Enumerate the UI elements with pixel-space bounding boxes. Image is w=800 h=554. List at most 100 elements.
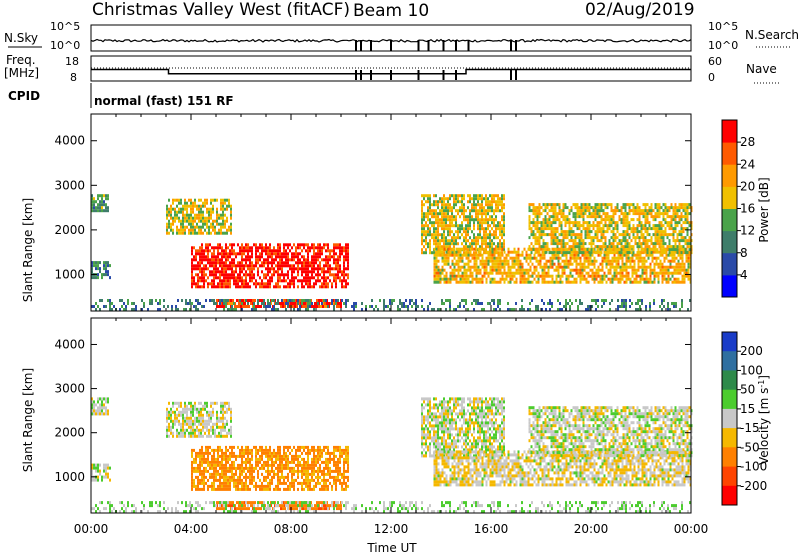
heatmap-cell <box>562 248 565 252</box>
heatmap-cell <box>299 305 301 308</box>
heatmap-cell <box>615 274 618 278</box>
heatmap-cell <box>309 264 311 268</box>
heatmap-cell <box>305 273 307 277</box>
heatmap-cell <box>669 265 672 269</box>
heatmap-cell <box>97 203 99 207</box>
heatmap-cell <box>499 239 501 243</box>
heatmap-cell <box>317 243 319 247</box>
heatmap-cell <box>251 279 253 283</box>
heatmap-cell <box>255 246 257 250</box>
heatmap-cell <box>658 209 661 213</box>
heatmap-cell <box>273 270 275 274</box>
heatmap-cell <box>586 221 589 225</box>
heatmap-cell <box>333 276 335 280</box>
heatmap-cell <box>209 243 211 247</box>
heatmap-cell <box>626 212 629 216</box>
heatmap-cell <box>295 246 297 250</box>
heatmap-cell <box>564 215 567 219</box>
heatmap-cell <box>210 413 212 417</box>
heatmap-cell <box>552 248 555 252</box>
heatmap-cell <box>546 224 549 228</box>
heatmap-cell <box>489 253 492 257</box>
heatmap-cell <box>613 274 616 278</box>
heatmap-cell <box>521 305 523 308</box>
heatmap-cell <box>656 224 659 228</box>
heatmap-cell <box>481 194 483 198</box>
heatmap-cell <box>190 410 192 414</box>
heatmap-cell <box>453 256 456 260</box>
heatmap-cell <box>613 265 616 269</box>
heatmap-cell <box>186 204 188 208</box>
heatmap-cell <box>619 271 622 275</box>
heatmap-cell <box>545 274 548 278</box>
heatmap-cell <box>225 273 227 277</box>
heatmap-cell <box>186 413 188 417</box>
heatmap-cell <box>97 412 99 416</box>
heatmap-cell <box>581 302 583 305</box>
heatmap-cell <box>189 299 191 302</box>
heatmap-cell <box>311 246 313 250</box>
heatmap-cell <box>569 280 572 284</box>
heatmap-cell <box>228 407 230 411</box>
heatmap-cell <box>107 264 109 268</box>
heatmap-cell <box>226 198 228 202</box>
heatmap-cell <box>521 265 524 269</box>
heatmap-cell <box>339 243 341 247</box>
heatmap-cell <box>205 264 207 268</box>
heatmap-cell <box>297 255 299 259</box>
heatmap-cell <box>323 273 325 277</box>
heatmap-cell <box>194 204 196 208</box>
heatmap-cell <box>620 248 623 252</box>
heatmap-cell <box>204 216 206 220</box>
heatmap-cell <box>680 248 683 252</box>
heatmap-cell <box>673 256 676 260</box>
heatmap-cell <box>455 259 458 263</box>
heatmap-cell <box>617 262 620 266</box>
heatmap-cell <box>489 302 491 305</box>
heatmap-cell <box>439 218 441 222</box>
heatmap-cell <box>477 203 479 207</box>
heatmap-cell <box>198 419 200 423</box>
heatmap-cell <box>93 203 95 207</box>
heatmap-cell <box>341 249 343 253</box>
heatmap-cell <box>558 233 561 237</box>
heatmap-cell <box>574 233 577 237</box>
heatmap-cell <box>608 203 611 207</box>
heatmap-cell <box>461 200 463 204</box>
heatmap-cell <box>228 228 230 232</box>
heatmap-cell <box>554 248 557 252</box>
heatmap-cell <box>558 206 561 210</box>
heatmap-cell <box>485 218 487 222</box>
heatmap-cell <box>186 416 188 420</box>
heatmap-cell <box>445 209 447 213</box>
heatmap-cell <box>614 248 617 252</box>
heatmap-cell <box>435 265 438 269</box>
heatmap-cell <box>421 218 423 222</box>
heatmap-cell <box>680 239 683 243</box>
heatmap-cell <box>678 239 681 243</box>
heatmap-cell <box>638 206 641 210</box>
heatmap-cell <box>105 261 107 265</box>
heatmap-cell <box>107 209 109 213</box>
heatmap-cell <box>197 308 199 311</box>
heatmap-cell <box>676 224 679 228</box>
heatmap-cell <box>473 277 476 281</box>
heatmap-cell <box>485 268 488 272</box>
heatmap-cell <box>477 200 479 204</box>
heatmap-cell <box>235 285 237 289</box>
heatmap-cell <box>469 194 471 198</box>
heatmap-cell <box>687 265 690 269</box>
heatmap-cell <box>103 267 105 271</box>
heatmap-cell <box>515 271 518 275</box>
heatmap-cell <box>271 308 273 311</box>
heatmap-cell <box>231 276 233 280</box>
heatmap-cell <box>481 247 484 251</box>
heatmap-cell <box>475 302 477 305</box>
heatmap-cell <box>684 209 687 213</box>
heatmap-cell <box>199 258 201 262</box>
heatmap-cell <box>97 209 99 213</box>
heatmap-cell <box>674 248 677 252</box>
heatmap-cell <box>227 276 229 280</box>
heatmap-cell <box>347 273 349 277</box>
heatmap-cell <box>581 262 584 266</box>
